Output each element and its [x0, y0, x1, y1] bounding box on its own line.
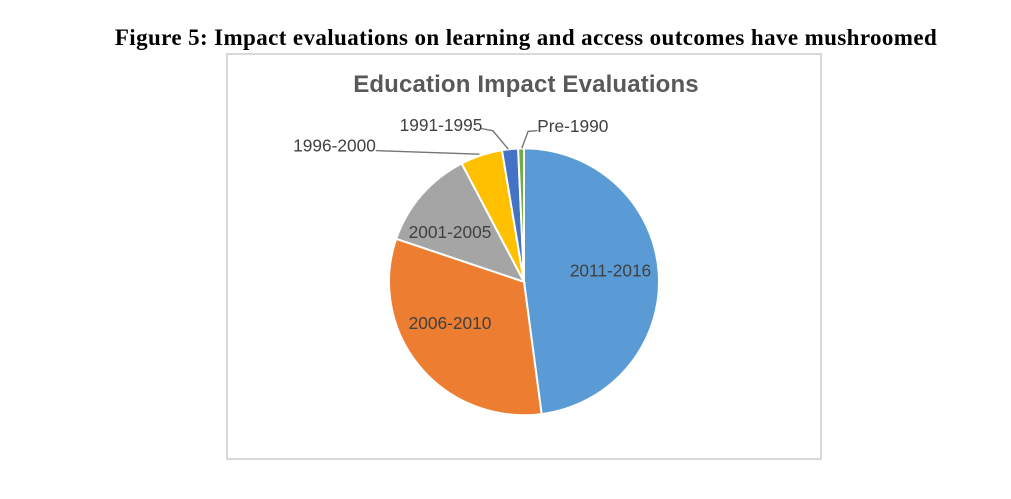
svg-text:Pre-1990: Pre-1990 — [537, 116, 608, 136]
svg-text:1996-2000: 1996-2000 — [293, 135, 376, 155]
svg-text:2006-2010: 2006-2010 — [409, 313, 492, 333]
svg-text:2011-2016: 2011-2016 — [570, 260, 651, 280]
svg-text:2001-2005: 2001-2005 — [409, 222, 492, 242]
svg-text:1991-1995: 1991-1995 — [400, 115, 483, 135]
